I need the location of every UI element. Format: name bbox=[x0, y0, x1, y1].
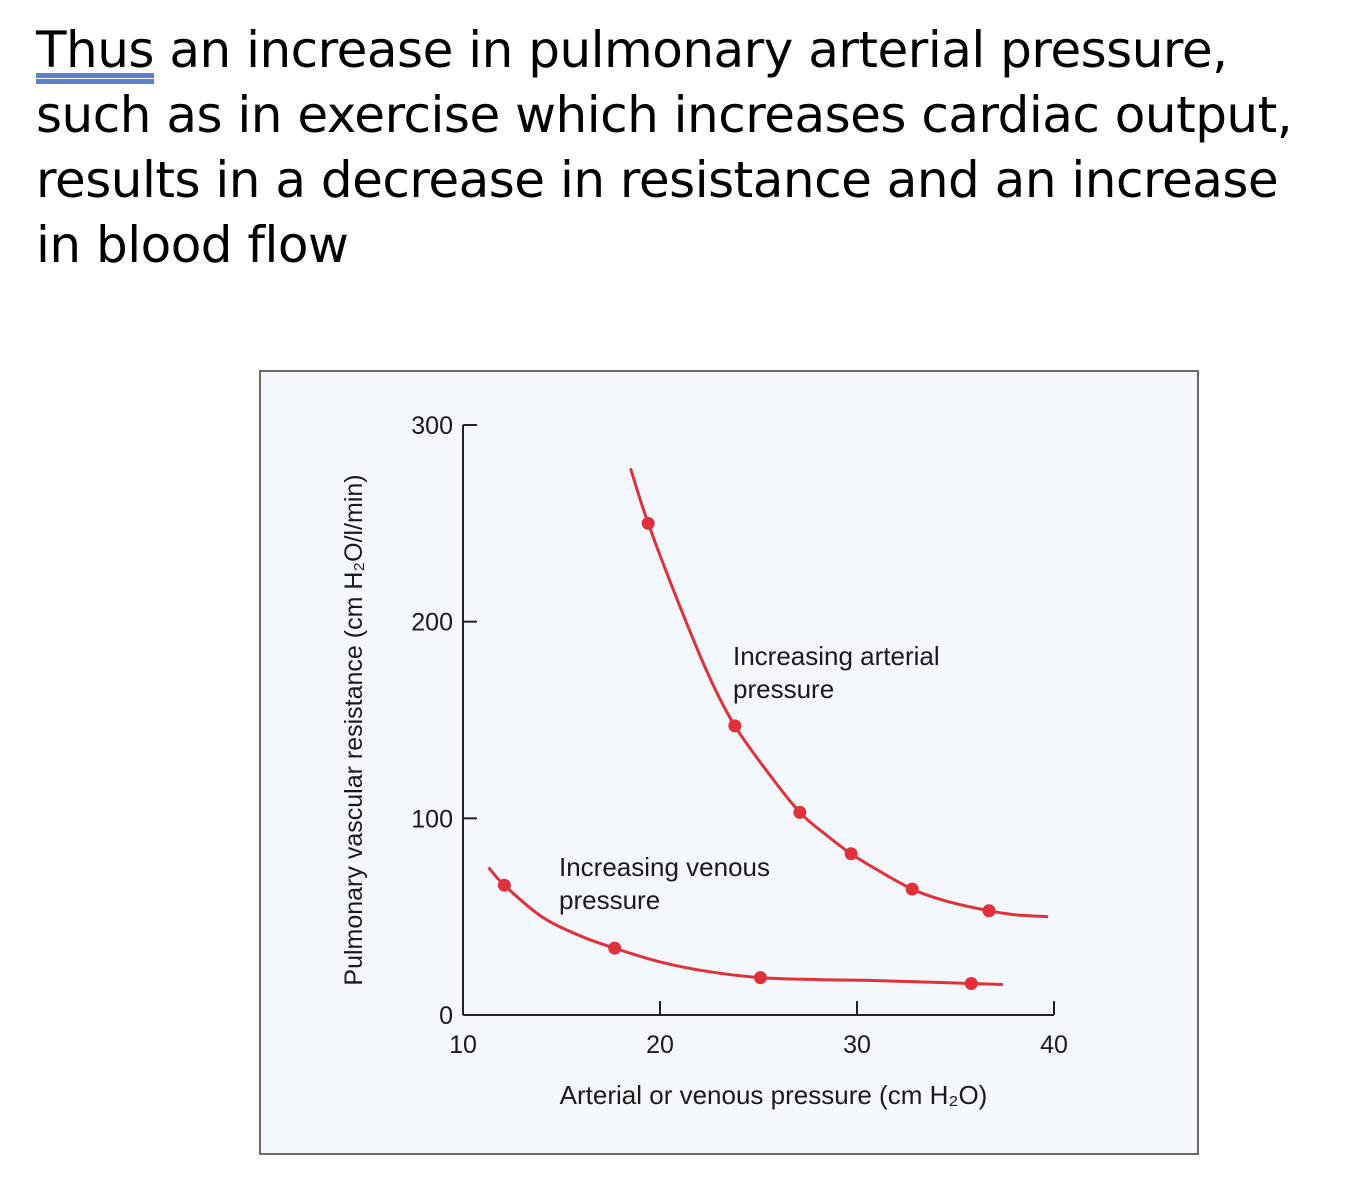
data-point bbox=[982, 904, 996, 918]
series-label-line: pressure bbox=[733, 674, 834, 704]
caption-line-1: Thus an increase in pulmonary arterial p… bbox=[36, 18, 1336, 83]
x-tick-label: 30 bbox=[843, 1031, 871, 1059]
x-tick-label: 20 bbox=[646, 1031, 674, 1059]
data-point bbox=[753, 971, 767, 985]
y-tick-label: 200 bbox=[411, 609, 453, 637]
y-axis-title: Pulmonary vascular resistance (cm H₂O/l/… bbox=[340, 474, 368, 985]
caption-text: Thus an increase in pulmonary arterial p… bbox=[36, 18, 1336, 278]
data-point bbox=[964, 977, 978, 991]
data-point bbox=[793, 805, 807, 819]
caption-line-2: such as in exercise which increases card… bbox=[36, 86, 1293, 144]
series-1 bbox=[487, 866, 1003, 991]
y-tick-label: 0 bbox=[439, 1002, 453, 1030]
data-point bbox=[641, 516, 655, 530]
data-point bbox=[608, 941, 622, 955]
series-label-line: Increasing arterial bbox=[733, 641, 940, 671]
series-line bbox=[487, 866, 1003, 986]
caption-first-word: Thus bbox=[36, 21, 154, 79]
chart-labels: Arterial or venous pressure (cm H₂O) Pulm… bbox=[340, 474, 987, 1110]
series-0 bbox=[629, 467, 1049, 919]
x-tick-label: 10 bbox=[449, 1031, 477, 1059]
chart-ticks: 0 100 200 300 10 20 30 40 bbox=[411, 412, 1068, 1059]
chart-series bbox=[487, 467, 1049, 991]
series-line bbox=[629, 467, 1049, 919]
data-point bbox=[844, 847, 858, 861]
x-tick-label: 40 bbox=[1040, 1031, 1068, 1059]
caption-line-3: results in a decrease in resistance and … bbox=[36, 151, 1279, 209]
caption-line-4: in blood flow bbox=[36, 216, 349, 274]
x-axis-title: Arterial or venous pressure (cm H₂O) bbox=[560, 1080, 988, 1110]
chart-axes bbox=[462, 425, 1054, 1016]
data-point bbox=[905, 882, 919, 896]
series-label-line: pressure bbox=[559, 885, 660, 915]
series-label-line: Increasing venous bbox=[559, 852, 770, 882]
figure-frame bbox=[259, 370, 1199, 1155]
y-tick-label: 300 bbox=[411, 412, 453, 440]
y-tick-label: 100 bbox=[411, 805, 453, 833]
caption-line-1-rest: an increase in pulmonary arterial pressu… bbox=[153, 21, 1228, 79]
data-point bbox=[497, 878, 511, 892]
data-point bbox=[728, 719, 742, 733]
